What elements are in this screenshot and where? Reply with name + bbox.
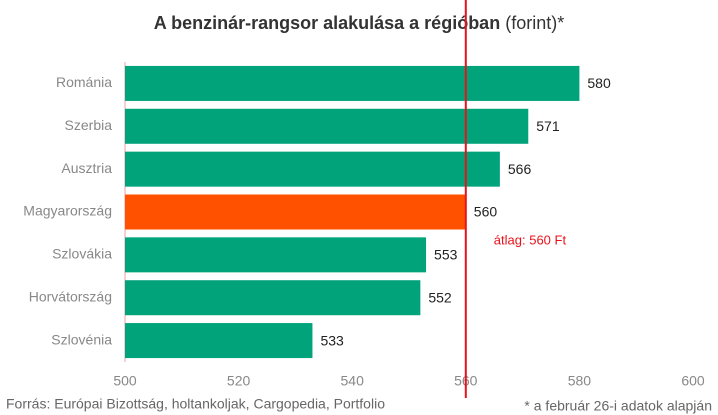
value-label: 566: [508, 161, 532, 177]
x-tick-label: 540: [341, 373, 365, 389]
value-label: 553: [434, 247, 458, 263]
y-tick-label: Magyarország: [23, 203, 112, 219]
y-tick-label: Szlovákia: [52, 246, 112, 262]
bar: [125, 194, 466, 230]
chart-title: A benzinár-rangsor alakulása a régióban …: [154, 13, 564, 33]
value-label: 571: [536, 118, 560, 134]
value-label: 533: [320, 332, 344, 348]
x-tick-label: 500: [113, 373, 137, 389]
bar: [125, 280, 421, 316]
y-tick-label: Horvátország: [29, 288, 112, 304]
y-tick-label: Ausztria: [61, 160, 112, 176]
bar: [125, 237, 427, 273]
source: Forrás: Európai Bizottság, holtankoljak,…: [6, 396, 385, 412]
bar: [125, 151, 500, 187]
bar: [125, 323, 313, 359]
y-tick-label: Szlovénia: [51, 331, 112, 347]
footnote: * a február 26-i adatok alapján: [524, 398, 712, 414]
value-label: 560: [474, 204, 498, 220]
y-tick-label: Románia: [56, 74, 112, 90]
title-note: (forint)*: [505, 13, 564, 33]
title-main: A benzinár-rangsor alakulása a régióban: [154, 13, 500, 33]
x-tick-label: 600: [681, 373, 705, 389]
value-label: 552: [428, 289, 452, 305]
value-label: 580: [587, 75, 611, 91]
x-tick-label: 580: [568, 373, 592, 389]
reference-label: átlag: 560 Ft: [494, 232, 567, 247]
bar: [125, 108, 529, 144]
bar: [125, 65, 580, 101]
y-tick-label: Szerbia: [65, 117, 113, 133]
x-tick-label: 520: [227, 373, 251, 389]
